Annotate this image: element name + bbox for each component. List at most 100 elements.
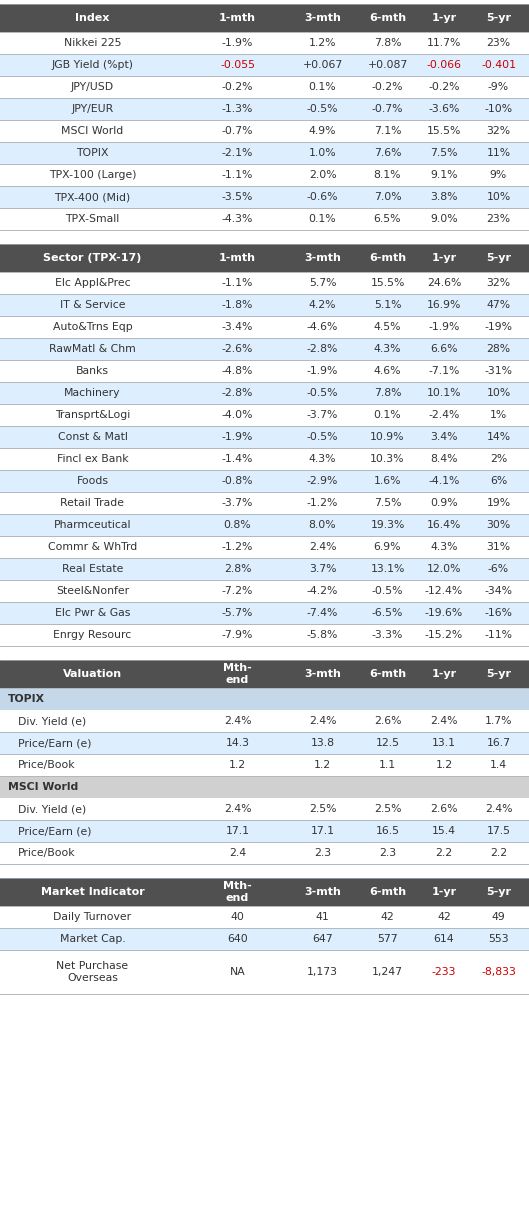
Bar <box>0 536 529 558</box>
Text: 577: 577 <box>377 934 398 944</box>
Text: 1-yr: 1-yr <box>432 13 457 23</box>
Text: 11%: 11% <box>487 148 510 158</box>
Text: 14%: 14% <box>487 432 510 441</box>
Text: Enrgy Resourc: Enrgy Resourc <box>53 630 132 640</box>
Text: 7.1%: 7.1% <box>374 126 402 136</box>
Bar <box>0 32 529 54</box>
Text: 5-yr: 5-yr <box>486 253 511 263</box>
Bar <box>0 360 529 382</box>
Bar <box>0 186 529 208</box>
Text: 4.9%: 4.9% <box>309 126 336 136</box>
Text: -1.9%: -1.9% <box>222 38 253 47</box>
Text: -9%: -9% <box>488 81 509 92</box>
Text: -19.6%: -19.6% <box>425 608 463 618</box>
Text: -5.8%: -5.8% <box>307 630 338 640</box>
Bar <box>0 164 529 186</box>
Text: Elc Appl&Prec: Elc Appl&Prec <box>54 278 130 288</box>
Text: 1.4: 1.4 <box>490 760 507 770</box>
Bar <box>0 471 529 492</box>
Text: -2.6%: -2.6% <box>222 344 253 354</box>
Text: 47%: 47% <box>487 300 510 310</box>
Text: 24.6%: 24.6% <box>427 278 461 288</box>
Text: 2.4%: 2.4% <box>309 716 336 726</box>
Bar <box>0 426 529 447</box>
Text: Price/Book: Price/Book <box>18 848 76 858</box>
Text: 32%: 32% <box>487 278 510 288</box>
Text: -1.1%: -1.1% <box>222 278 253 288</box>
Text: Foods: Foods <box>77 475 108 486</box>
Text: -3.7%: -3.7% <box>222 499 253 508</box>
Text: 7.6%: 7.6% <box>374 148 402 158</box>
Text: -0.8%: -0.8% <box>222 475 253 486</box>
Text: Const & Matl: Const & Matl <box>58 432 127 441</box>
Text: JPY/EUR: JPY/EUR <box>71 105 114 114</box>
Bar <box>0 754 529 776</box>
Text: -0.066: -0.066 <box>426 60 461 71</box>
Bar <box>0 142 529 164</box>
Text: -1.2%: -1.2% <box>307 499 338 508</box>
Text: 1.7%: 1.7% <box>485 716 512 726</box>
Text: 16.7: 16.7 <box>487 738 510 748</box>
Bar <box>0 4 529 32</box>
Text: -4.3%: -4.3% <box>222 214 253 224</box>
Text: 2.3: 2.3 <box>379 848 396 858</box>
Text: -3.3%: -3.3% <box>372 630 403 640</box>
Text: TOPIX: TOPIX <box>76 148 109 158</box>
Text: 2%: 2% <box>490 454 507 465</box>
Text: 2.8%: 2.8% <box>224 564 251 574</box>
Text: 5-yr: 5-yr <box>486 13 511 23</box>
Text: 23%: 23% <box>487 38 510 47</box>
Bar <box>0 602 529 624</box>
Text: +0.067: +0.067 <box>303 60 343 71</box>
Text: 2.4%: 2.4% <box>430 716 458 726</box>
Text: Fincl ex Bank: Fincl ex Bank <box>57 454 129 465</box>
Text: 12.5: 12.5 <box>376 738 399 748</box>
Text: 0.1%: 0.1% <box>309 81 336 92</box>
Bar <box>0 404 529 426</box>
Text: Daily Turnover: Daily Turnover <box>53 912 132 922</box>
Text: -2.8%: -2.8% <box>222 388 253 398</box>
Text: Banks: Banks <box>76 366 109 376</box>
Text: -7.4%: -7.4% <box>307 608 338 618</box>
Text: 5-yr: 5-yr <box>486 886 511 897</box>
Text: -0.401: -0.401 <box>481 60 516 71</box>
Text: 2.2: 2.2 <box>490 848 507 858</box>
Text: 10.9%: 10.9% <box>370 432 405 441</box>
Text: -0.7%: -0.7% <box>222 126 253 136</box>
Text: 6.9%: 6.9% <box>374 542 402 552</box>
Text: 3-mth: 3-mth <box>304 13 341 23</box>
Text: -2.4%: -2.4% <box>428 410 460 420</box>
Text: 0.1%: 0.1% <box>373 410 402 420</box>
Text: -2.9%: -2.9% <box>307 475 338 486</box>
Text: 40: 40 <box>231 912 244 922</box>
Bar <box>0 710 529 732</box>
Bar <box>0 208 529 230</box>
Text: Sector (TPX-17): Sector (TPX-17) <box>43 253 142 263</box>
Text: 1.0%: 1.0% <box>309 148 336 158</box>
Text: TPX-400 (Mid): TPX-400 (Mid) <box>54 192 131 202</box>
Bar <box>0 906 529 928</box>
Bar <box>0 624 529 646</box>
Text: 6.6%: 6.6% <box>430 344 458 354</box>
Text: 1.2: 1.2 <box>314 760 331 770</box>
Text: 1.2: 1.2 <box>435 760 453 770</box>
Text: 2.2: 2.2 <box>435 848 453 858</box>
Text: 1%: 1% <box>490 410 507 420</box>
Text: -0.5%: -0.5% <box>372 586 403 596</box>
Text: Div. Yield (e): Div. Yield (e) <box>18 716 86 726</box>
Text: 2.6%: 2.6% <box>374 716 402 726</box>
Text: 6-mth: 6-mth <box>369 886 406 897</box>
Bar <box>0 950 529 993</box>
Text: 4.3%: 4.3% <box>309 454 336 465</box>
Text: -4.6%: -4.6% <box>307 322 338 332</box>
Bar <box>0 294 529 316</box>
Text: 19%: 19% <box>487 499 510 508</box>
Text: 11.7%: 11.7% <box>427 38 461 47</box>
Text: 3-mth: 3-mth <box>304 886 341 897</box>
Text: -4.0%: -4.0% <box>222 410 253 420</box>
Text: 3-mth: 3-mth <box>304 253 341 263</box>
Text: 9.0%: 9.0% <box>430 214 458 224</box>
Text: 19.3%: 19.3% <box>370 520 405 530</box>
Bar <box>0 820 529 841</box>
Text: Nikkei 225: Nikkei 225 <box>64 38 121 47</box>
